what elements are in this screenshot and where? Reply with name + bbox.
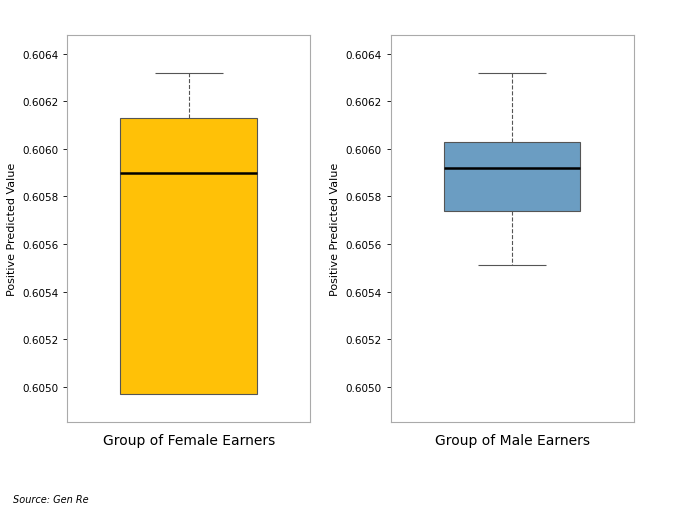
Y-axis label: Positive Predicted Value: Positive Predicted Value	[7, 162, 17, 296]
X-axis label: Group of Female Earners: Group of Female Earners	[102, 434, 275, 447]
Text: Source: Gen Re: Source: Gen Re	[13, 494, 89, 504]
Bar	[444, 143, 580, 211]
Bar	[121, 119, 257, 394]
Y-axis label: Positive Predicted Value: Positive Predicted Value	[330, 162, 340, 296]
X-axis label: Group of Male Earners: Group of Male Earners	[435, 434, 590, 447]
